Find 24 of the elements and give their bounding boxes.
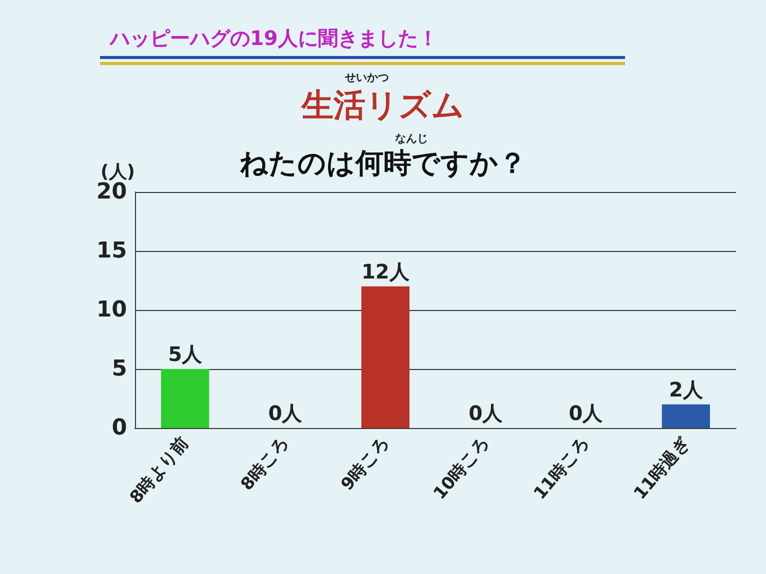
text: ハッピーハグの19人に聞きました！: [108, 26, 438, 50]
data-label: 5人: [168, 342, 204, 366]
data-label: 0人: [568, 401, 604, 425]
data-label: 0人: [268, 401, 304, 425]
x-tick-label: 8時ころ: [237, 434, 293, 495]
x-tick-label: 11時ころ: [530, 434, 594, 504]
x-tick-label: 9時ころ: [337, 434, 394, 495]
text: せいかつ: [344, 71, 389, 84]
chart-title: 生活リズム: [300, 86, 464, 124]
y-tick-label: 10: [96, 298, 127, 322]
bar: [662, 404, 710, 428]
text: なんじ: [395, 132, 428, 145]
data-label: 2人: [668, 377, 704, 402]
bar: [161, 369, 210, 428]
x-tick-label: 10時ころ: [430, 434, 494, 504]
chart-subtitle: ねたのは何時ですか？: [240, 146, 526, 180]
y-tick-label: 15: [96, 238, 127, 264]
data-label: 0人: [468, 401, 504, 425]
x-tick-label: 11時過ぎ: [630, 434, 694, 504]
bar: [361, 286, 410, 428]
y-tick-label: 0: [112, 416, 127, 440]
data-label: 12人: [361, 259, 410, 284]
x-tick-label: 8時より前: [126, 434, 193, 508]
y-tick-label: 5: [112, 356, 127, 382]
